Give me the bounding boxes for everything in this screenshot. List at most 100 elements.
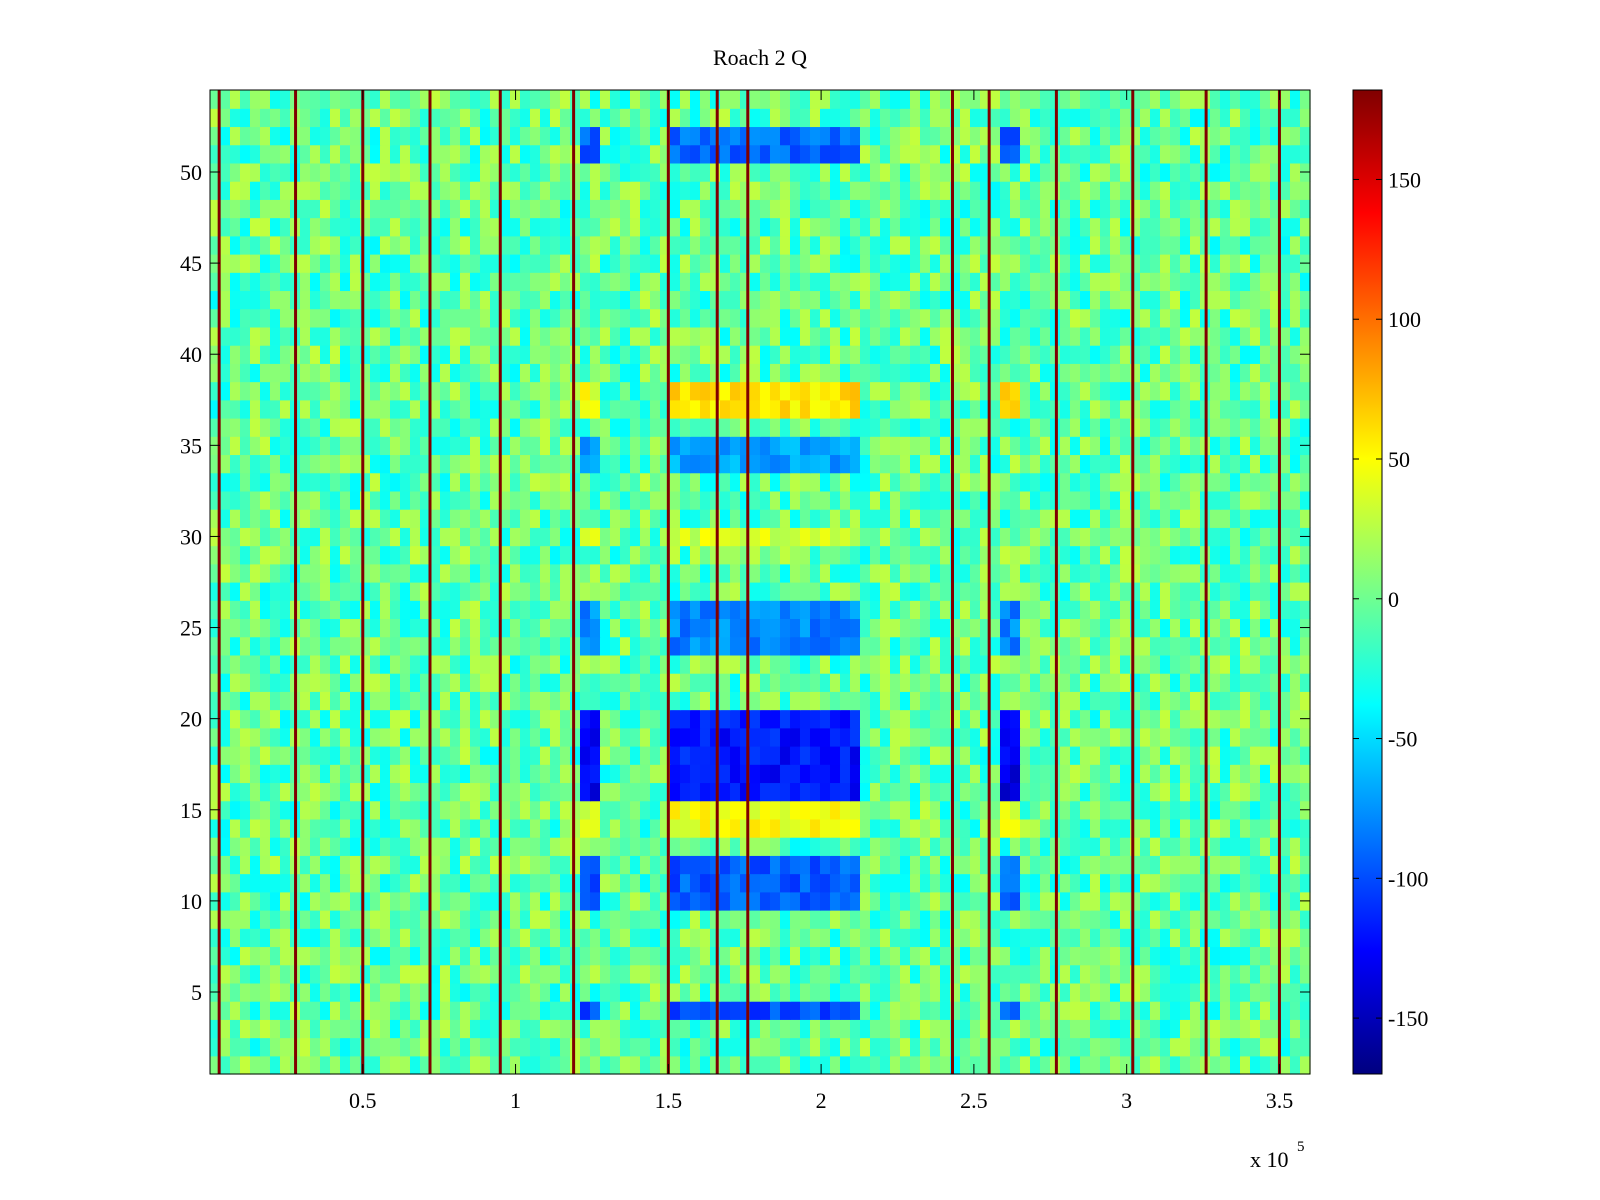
heatmap-cell: [1150, 818, 1161, 838]
heatmap-cell: [700, 928, 711, 948]
heatmap-cell: [850, 982, 861, 1002]
heatmap-cell: [550, 290, 561, 310]
heatmap-cell: [470, 418, 481, 437]
heatmap-cell: [830, 727, 841, 747]
heatmap-cell: [1010, 782, 1021, 802]
heatmap-cell: [750, 928, 761, 948]
heatmap-cell: [510, 964, 521, 984]
heatmap-cell: [870, 527, 881, 547]
heatmap-cell: [1270, 454, 1281, 474]
heatmap-cell: [880, 399, 891, 419]
heatmap-cell: [270, 454, 281, 474]
heatmap-cell: [410, 654, 421, 674]
heatmap-cell: [780, 1001, 791, 1020]
heatmap-cell: [310, 509, 321, 528]
heatmap-cell: [1230, 837, 1241, 856]
heatmap-cell: [1090, 855, 1101, 875]
heatmap-cell: [590, 1055, 601, 1075]
heatmap-cell: [1260, 654, 1271, 674]
heatmap-cell: [720, 618, 731, 638]
heatmap-cell: [220, 381, 231, 401]
heatmap-cell: [1240, 582, 1251, 601]
heatmap-cell: [320, 910, 331, 929]
heatmap-cell: [780, 873, 791, 893]
heatmap-cell: [1040, 582, 1051, 601]
heatmap-cell: [1250, 545, 1261, 565]
heatmap-cell: [950, 982, 961, 1002]
heatmap-cell: [790, 636, 801, 656]
heatmap-cell: [850, 1019, 861, 1039]
heatmap-cell: [600, 800, 611, 820]
heatmap-cell: [390, 837, 401, 856]
heatmap-cell: [500, 235, 511, 255]
heatmap-cell: [720, 891, 731, 911]
heatmap-cell: [480, 254, 491, 273]
heatmap-cell: [410, 982, 421, 1002]
heatmap-cell: [660, 946, 671, 966]
heatmap-cell: [1010, 418, 1021, 437]
heatmap-cell: [630, 636, 641, 656]
heatmap-cell: [320, 764, 331, 784]
heatmap-cell: [1090, 691, 1101, 711]
heatmap-cell: [490, 837, 501, 856]
heatmap-cell: [470, 345, 481, 364]
heatmap-cell: [780, 618, 791, 638]
heatmap-cell: [840, 891, 851, 911]
heatmap-cell: [1010, 800, 1021, 820]
heatmap-cell: [810, 399, 821, 419]
heatmap-cell: [420, 454, 431, 474]
heatmap-cell: [1170, 418, 1181, 437]
heatmap-cell: [1160, 272, 1171, 292]
heatmap-cell: [630, 308, 641, 328]
heatmap-cell: [560, 618, 571, 638]
heatmap-cell: [430, 454, 441, 474]
heatmap-cell: [490, 800, 501, 820]
heatmap-cell: [650, 910, 661, 929]
heatmap-cell: [860, 308, 871, 328]
heatmap-cell: [520, 800, 531, 820]
heatmap-cell: [620, 254, 631, 273]
heatmap-cell: [720, 472, 731, 492]
heatmap-cell: [410, 472, 421, 492]
heatmap-cell: [300, 582, 311, 601]
heatmap-cell: [1110, 855, 1121, 875]
heatmap-cell: [940, 654, 951, 674]
heatmap-cell: [370, 563, 381, 583]
heatmap-cell: [260, 618, 271, 638]
heatmap-cell: [270, 308, 281, 328]
heatmap-cell: [330, 618, 341, 638]
heatmap-cell: [220, 436, 231, 456]
heatmap-cell: [920, 254, 931, 273]
heatmap-cell: [260, 800, 271, 820]
heatmap-cell: [930, 891, 941, 911]
heatmap-cell: [590, 910, 601, 929]
heatmap-cell: [1220, 709, 1231, 729]
heatmap-cell: [900, 418, 911, 437]
heatmap-cell: [1020, 855, 1031, 875]
heatmap-cell: [810, 654, 821, 674]
heatmap-cell: [1260, 490, 1271, 510]
heatmap-cell: [400, 454, 411, 474]
heatmap-cell: [800, 363, 811, 383]
heatmap-cell: [1280, 727, 1291, 747]
heatmap-cell: [350, 490, 361, 510]
heatmap-cell: [740, 363, 751, 383]
heatmap-cell: [1080, 782, 1091, 802]
heatmap-cell: [380, 764, 391, 784]
heatmap-cell: [850, 399, 861, 419]
heatmap-cell: [830, 345, 841, 364]
heatmap-cell: [520, 454, 531, 474]
heatmap-cell: [430, 618, 441, 638]
heatmap-cell: [490, 928, 501, 948]
heatmap-cell: [510, 308, 521, 328]
heatmap-cell: [750, 1001, 761, 1020]
heatmap-cell: [990, 1055, 1001, 1075]
heatmap-cell: [520, 436, 531, 456]
heatmap-cell: [610, 472, 621, 492]
heatmap-cell: [1210, 399, 1221, 419]
heatmap-cell: [1130, 946, 1141, 966]
heatmap-cell: [1020, 436, 1031, 456]
heatmap-cell: [410, 399, 421, 419]
heatmap-cell: [1210, 436, 1221, 456]
